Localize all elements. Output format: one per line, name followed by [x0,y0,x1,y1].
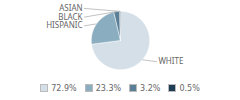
html-text:72.9%: 72.9% [51,83,77,93]
html-text:0.5%: 0.5% [179,83,200,93]
html-text:23.3%: 23.3% [95,83,122,93]
svg-text:WHITE: WHITE [158,55,183,66]
svg-text:BLACK: BLACK [58,10,83,22]
svg-text:HISPANIC: HISPANIC [46,19,83,31]
svg-text:ASIAN: ASIAN [59,2,82,13]
html-text:3.2%: 3.2% [140,83,161,93]
